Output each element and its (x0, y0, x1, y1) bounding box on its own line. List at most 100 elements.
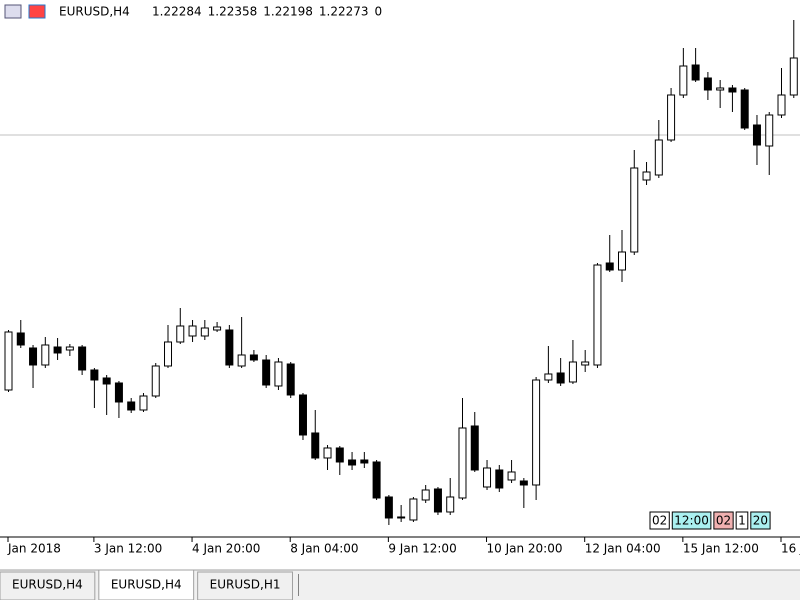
header-price: 1.22284 (152, 5, 202, 19)
candle-body (789, 57, 798, 96)
separator-text: 02 (716, 514, 731, 528)
candle-body (78, 346, 87, 371)
separator-label: 1 (735, 511, 749, 530)
candle-body (114, 382, 123, 403)
candle-body (176, 325, 185, 343)
candle-body (274, 361, 283, 387)
header-price: 0 (375, 5, 383, 19)
separator-box (735, 511, 749, 530)
tab[interactable] (0, 571, 96, 600)
tab-label[interactable]: EURUSD,H1 (210, 578, 281, 592)
candle-body (213, 326, 222, 331)
candle-body (348, 459, 357, 466)
candle-body (262, 359, 271, 386)
candle-body (691, 64, 700, 81)
tab-label[interactable]: EURUSD,H4 (111, 578, 182, 592)
candle-body (90, 369, 99, 381)
separator-label: 02 (649, 511, 670, 530)
candle-body (298, 394, 307, 436)
header-price: 1.22358 (208, 5, 258, 19)
candle-body (433, 488, 442, 513)
candle-body (335, 447, 344, 463)
chart-icon[interactable] (28, 4, 46, 19)
tab[interactable] (98, 569, 195, 600)
separator-box (750, 511, 771, 530)
candle-body (765, 114, 774, 147)
candle-body (188, 325, 197, 337)
header-symbol: EURUSD,H4 (59, 5, 130, 19)
candle-body (777, 94, 786, 116)
candle-body (470, 425, 479, 471)
separator-box (713, 511, 734, 530)
separator-text: 20 (753, 514, 768, 528)
candle-body (716, 87, 725, 91)
separator-box (649, 511, 670, 530)
separator-text: 02 (652, 514, 667, 528)
candle-body (642, 171, 651, 181)
candle-body (679, 65, 688, 96)
candle-body (507, 471, 516, 481)
x-tick-label: 12 Jan 04:00 (585, 542, 661, 556)
candle-body (41, 344, 50, 366)
header-icons (4, 4, 46, 19)
candle-body (556, 372, 565, 384)
x-tick-label: Jan 2018 (7, 542, 61, 556)
candle-body (164, 341, 173, 367)
candle-body (372, 461, 381, 499)
candle-body (483, 467, 492, 488)
tab[interactable] (197, 571, 293, 600)
candle-body (752, 124, 761, 146)
candle-body (728, 87, 737, 93)
separator-label: 20 (750, 511, 771, 530)
separator-label: 02 (713, 511, 734, 530)
x-tick-label: 16 J (781, 542, 800, 556)
x-tick-label: 8 Jan 04:00 (290, 542, 358, 556)
candle-body (703, 77, 712, 91)
candle-body (16, 332, 25, 346)
tab-label[interactable]: EURUSD,H4 (12, 578, 83, 592)
window-icon[interactable] (4, 4, 22, 19)
candle-body (740, 89, 749, 129)
candle-body (519, 480, 528, 486)
candle-body (139, 395, 148, 411)
candle-body (605, 262, 614, 271)
candle-body (286, 363, 295, 396)
candle-body (667, 94, 676, 141)
candle-body (544, 373, 553, 381)
candle-body (29, 347, 38, 366)
separator-text: 12:00 (674, 514, 709, 528)
x-tick-label: 3 Jan 12:00 (94, 542, 162, 556)
candle-body (127, 401, 136, 411)
candle-body (409, 498, 418, 521)
candle-body (384, 496, 393, 519)
candle-body (532, 379, 541, 486)
candle-body (237, 354, 246, 367)
candle-body (151, 365, 160, 397)
x-tick-label: 10 Jan 20:00 (487, 542, 563, 556)
candle-body (581, 361, 590, 366)
candle-body (495, 469, 504, 489)
header-price: 1.22273 (319, 5, 369, 19)
candle-body (53, 346, 62, 354)
candle-body (654, 139, 663, 176)
candle-body (65, 346, 74, 351)
candle-body (618, 251, 626, 271)
x-tick-label: 15 Jan 12:00 (683, 542, 759, 556)
candle-body (360, 459, 369, 464)
candle-body (225, 329, 234, 366)
candle-body (4, 331, 13, 391)
candle-body (568, 361, 577, 383)
candle-body (446, 496, 455, 513)
x-tick-label: 9 Jan 12:00 (388, 542, 456, 556)
candle-body (397, 516, 406, 519)
candle-body (630, 167, 639, 253)
candle-body (421, 489, 430, 501)
x-tick-label: 4 Jan 20:00 (192, 542, 260, 556)
candle-body (200, 327, 209, 337)
header-price: 1.22198 (263, 5, 313, 19)
candle-body (249, 354, 258, 361)
separator-label: 12:00 (671, 511, 712, 530)
candle-body (102, 377, 111, 385)
